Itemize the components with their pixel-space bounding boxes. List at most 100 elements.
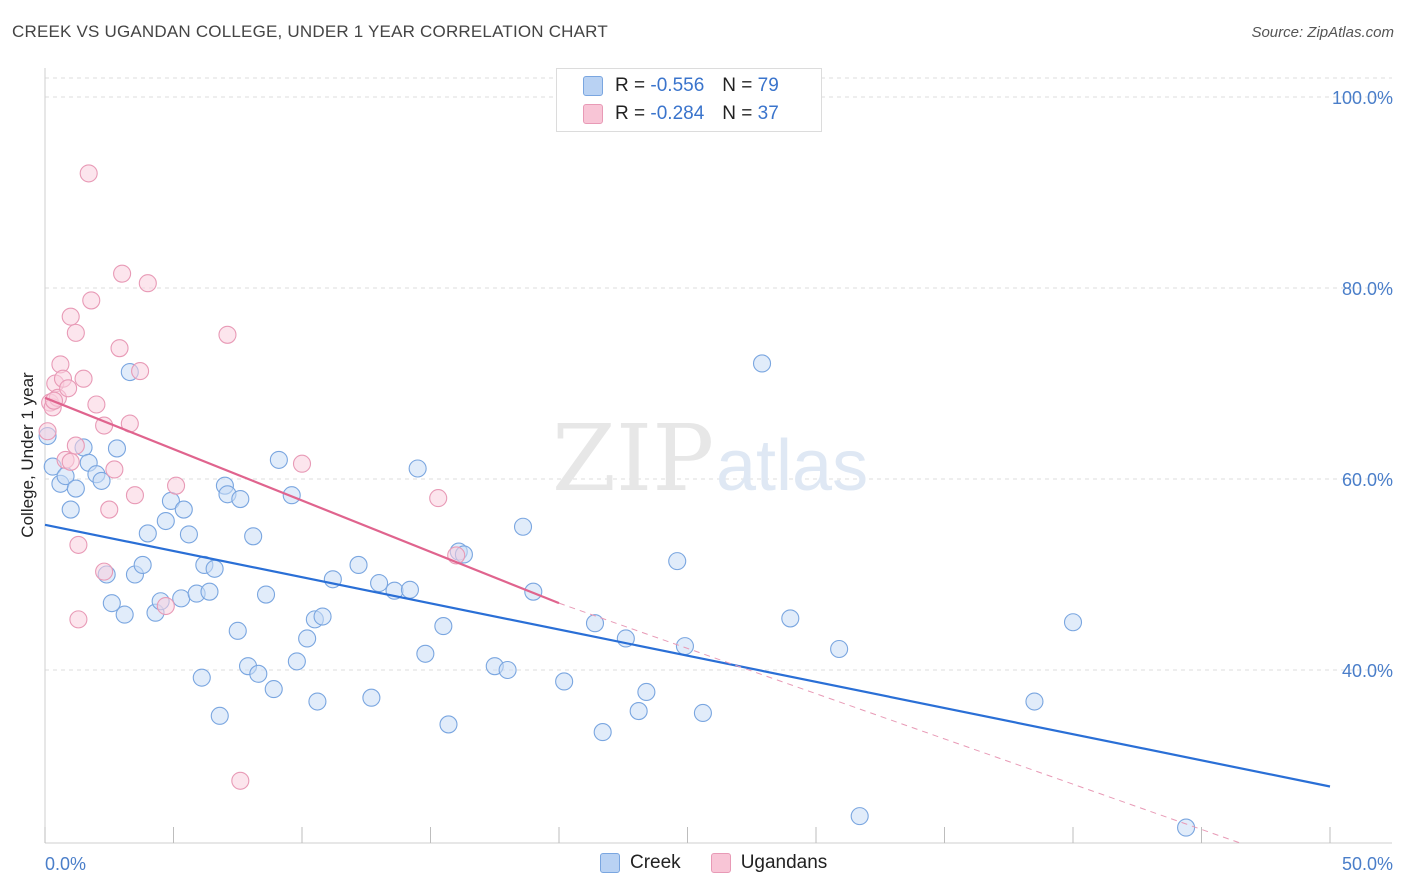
ugandans-point: [74, 369, 93, 388]
creek-point: [585, 614, 605, 633]
ugandans-point: [82, 291, 101, 310]
creek-point: [524, 582, 543, 601]
r-value: -0.556: [650, 75, 705, 96]
creek-point: [115, 605, 134, 624]
ugandans-point: [131, 362, 150, 381]
legend-row-ugandans: R = -0.284 N = 37: [557, 100, 779, 128]
n-label: N =: [722, 75, 753, 96]
ugandans-point: [429, 489, 448, 508]
ugandans-point: [156, 596, 175, 616]
ugandans-point: [61, 452, 80, 471]
ugandans-point: [110, 339, 129, 358]
creek-point: [192, 668, 211, 687]
series-legend: Creek Ugandans: [600, 852, 857, 874]
creek-point: [256, 585, 276, 604]
ugandans-swatch: [710, 853, 731, 873]
legend-item-ugandans[interactable]: Ugandans: [710, 852, 828, 874]
creek-point: [362, 688, 381, 707]
creek-point: [439, 715, 458, 734]
legend-row-creek: R = -0.556 N = 79: [557, 72, 779, 100]
ugandans-point: [38, 422, 57, 441]
creek-point: [408, 459, 427, 478]
creek-point: [349, 555, 368, 575]
ugandans-trend-extension: [558, 602, 1241, 844]
creek-point: [200, 582, 219, 601]
x-tick-label: 50.0%: [1342, 854, 1393, 874]
creek-swatch: [583, 76, 603, 96]
ugandans-point: [61, 307, 80, 326]
gridlines: [45, 77, 1392, 671]
creek-point: [370, 574, 389, 593]
creek-point: [752, 354, 772, 373]
creek-point: [498, 660, 517, 680]
creek-point: [156, 511, 175, 531]
ugandans-point: [66, 436, 85, 455]
chart-title: CREEK VS UGANDAN COLLEGE, UNDER 1 YEAR C…: [12, 22, 608, 41]
creek-point: [434, 617, 453, 636]
creek-point: [66, 479, 85, 498]
legend-label-creek: Creek: [630, 852, 681, 873]
creek-point: [555, 672, 574, 691]
y-tick-label: 100.0%: [1332, 88, 1393, 108]
axes: [44, 68, 1392, 844]
ugandans-point: [87, 395, 106, 414]
r-value: -0.284: [650, 103, 705, 124]
ugandans-point: [69, 535, 88, 554]
creek-point: [205, 559, 224, 578]
creek-point: [210, 706, 229, 725]
ugandans-point: [292, 454, 312, 473]
y-tick-label: 40.0%: [1342, 661, 1393, 681]
creek-point: [1177, 818, 1196, 837]
creek-point: [179, 525, 198, 544]
watermark-atlas: atlas: [716, 426, 868, 506]
creek-point: [629, 702, 648, 721]
creek-point: [400, 580, 419, 599]
creek-point: [102, 594, 121, 613]
creek-point: [513, 517, 533, 536]
creek-point: [298, 629, 317, 648]
n-label: N =: [722, 103, 753, 124]
legend-label-ugandans: Ugandans: [740, 852, 828, 873]
creek-point: [138, 524, 157, 543]
ugandans-point: [59, 379, 78, 398]
creek-point: [244, 527, 263, 546]
ugandans-point: [113, 264, 132, 283]
ugandans-point: [218, 325, 237, 344]
creek-point: [231, 490, 250, 509]
creek-point: [781, 609, 800, 628]
creek-point: [269, 450, 288, 469]
y-tick-label: 80.0%: [1342, 279, 1393, 299]
creek-point: [1063, 613, 1083, 632]
ugandans-point: [231, 771, 250, 790]
creek-point: [174, 500, 193, 519]
creek-swatch: [600, 853, 620, 873]
creek-point: [92, 471, 111, 490]
ugandans-point: [125, 486, 144, 505]
ugandans-point: [66, 323, 85, 342]
creek-point: [308, 692, 327, 711]
creek-point: [850, 807, 869, 826]
legend-item-creek[interactable]: Creek: [600, 852, 681, 874]
ugandans-point: [95, 562, 114, 581]
creek-point: [61, 500, 80, 519]
trend-lines: [44, 396, 1331, 844]
y-axis-title: College, Under 1 year: [18, 372, 37, 538]
ugandans-point: [167, 476, 186, 495]
creek-point: [172, 589, 191, 608]
x-tick-label: 0.0%: [45, 854, 86, 874]
r-label: R =: [615, 103, 646, 124]
creek-point: [228, 621, 247, 640]
creek-point: [637, 682, 656, 702]
ugandans-point: [138, 274, 157, 293]
ugandans-point: [69, 610, 88, 629]
creek-point: [416, 644, 435, 663]
creek-point: [1025, 692, 1044, 711]
ugandans-trend-line: [44, 396, 560, 605]
n-value: 37: [757, 103, 779, 124]
creek-point: [133, 555, 152, 575]
n-value: 79: [757, 75, 779, 96]
ugandans-point: [79, 164, 98, 183]
tick-labels: 100.0% 80.0% 60.0% 40.0% 0.0% 50.0%: [45, 88, 1393, 874]
creek-point: [593, 723, 612, 742]
